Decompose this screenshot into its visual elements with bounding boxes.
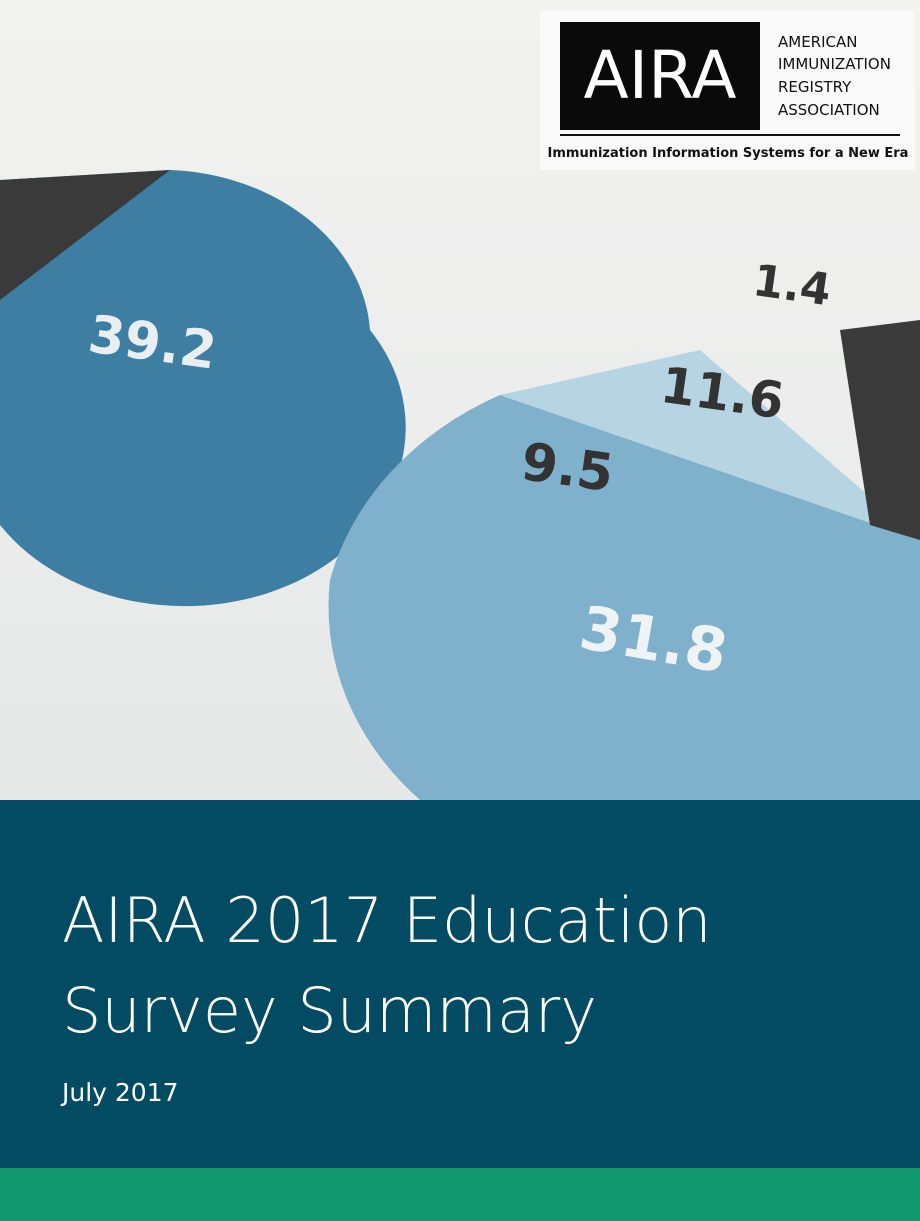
pie-right-light — [500, 350, 920, 540]
logo-tagline: Immunization Information Systems for a N… — [548, 146, 909, 161]
date: July 2017 — [62, 1078, 179, 1107]
photo-label: 9.5 — [518, 432, 618, 504]
pie-right-dark — [840, 320, 920, 540]
cover-photo: 39.2 1.4 11.6 9.5 31.8 AIRA AMERICAN IMM… — [0, 0, 920, 800]
logo-name: REGISTRY — [778, 78, 852, 96]
photo-label: 1.4 — [750, 255, 834, 316]
logo-box — [560, 22, 760, 130]
logo-name: ASSOCIATION — [778, 101, 880, 119]
pie-right — [328, 395, 920, 800]
logo-name: IMMUNIZATION — [778, 55, 891, 73]
logo-name: AMERICAN — [778, 33, 857, 51]
title-band — [0, 800, 920, 1168]
footer-bar — [0, 1168, 920, 1221]
logo-mark: AIRA — [584, 37, 737, 114]
title-line: Survey Summary — [62, 974, 597, 1047]
pie-left-dark — [0, 170, 170, 300]
title-line: AIRA 2017 Education — [62, 884, 712, 957]
pie-left — [0, 170, 406, 607]
